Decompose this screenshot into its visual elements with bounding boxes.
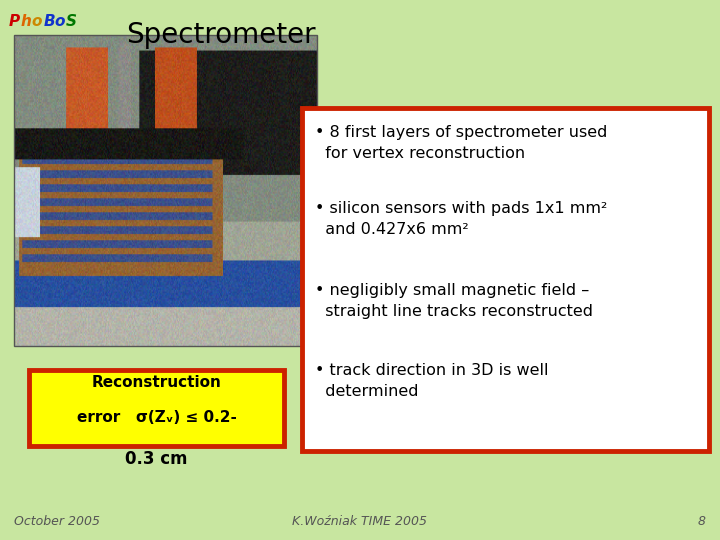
- Text: • track direction in 3D is well
  determined: • track direction in 3D is well determin…: [315, 363, 549, 399]
- Text: B: B: [43, 14, 55, 29]
- Bar: [14, 35, 317, 346]
- FancyBboxPatch shape: [29, 370, 284, 446]
- Text: 0.3 cm: 0.3 cm: [125, 450, 188, 468]
- FancyBboxPatch shape: [302, 108, 709, 451]
- Text: Spectrometer: Spectrometer: [126, 21, 315, 49]
- Text: error   σ(Zᵥ) ≤ 0.2-: error σ(Zᵥ) ≤ 0.2-: [76, 410, 237, 426]
- Text: h: h: [20, 14, 31, 29]
- Text: S: S: [66, 14, 77, 29]
- Text: • 8 first layers of spectrometer used
  for vertex reconstruction: • 8 first layers of spectrometer used fo…: [315, 125, 608, 161]
- Text: P: P: [9, 14, 19, 29]
- Text: o: o: [55, 14, 66, 29]
- Text: o: o: [32, 14, 42, 29]
- Text: October 2005: October 2005: [14, 515, 100, 528]
- Text: • silicon sensors with pads 1x1 mm²
  and 0.427x6 mm²: • silicon sensors with pads 1x1 mm² and …: [315, 201, 608, 237]
- Text: Reconstruction: Reconstruction: [91, 375, 222, 390]
- Text: • negligibly small magnetic field –
  straight line tracks reconstructed: • negligibly small magnetic field – stra…: [315, 283, 593, 319]
- Text: 8: 8: [698, 515, 706, 528]
- Text: K.Woźniak TIME 2005: K.Woźniak TIME 2005: [292, 515, 428, 528]
